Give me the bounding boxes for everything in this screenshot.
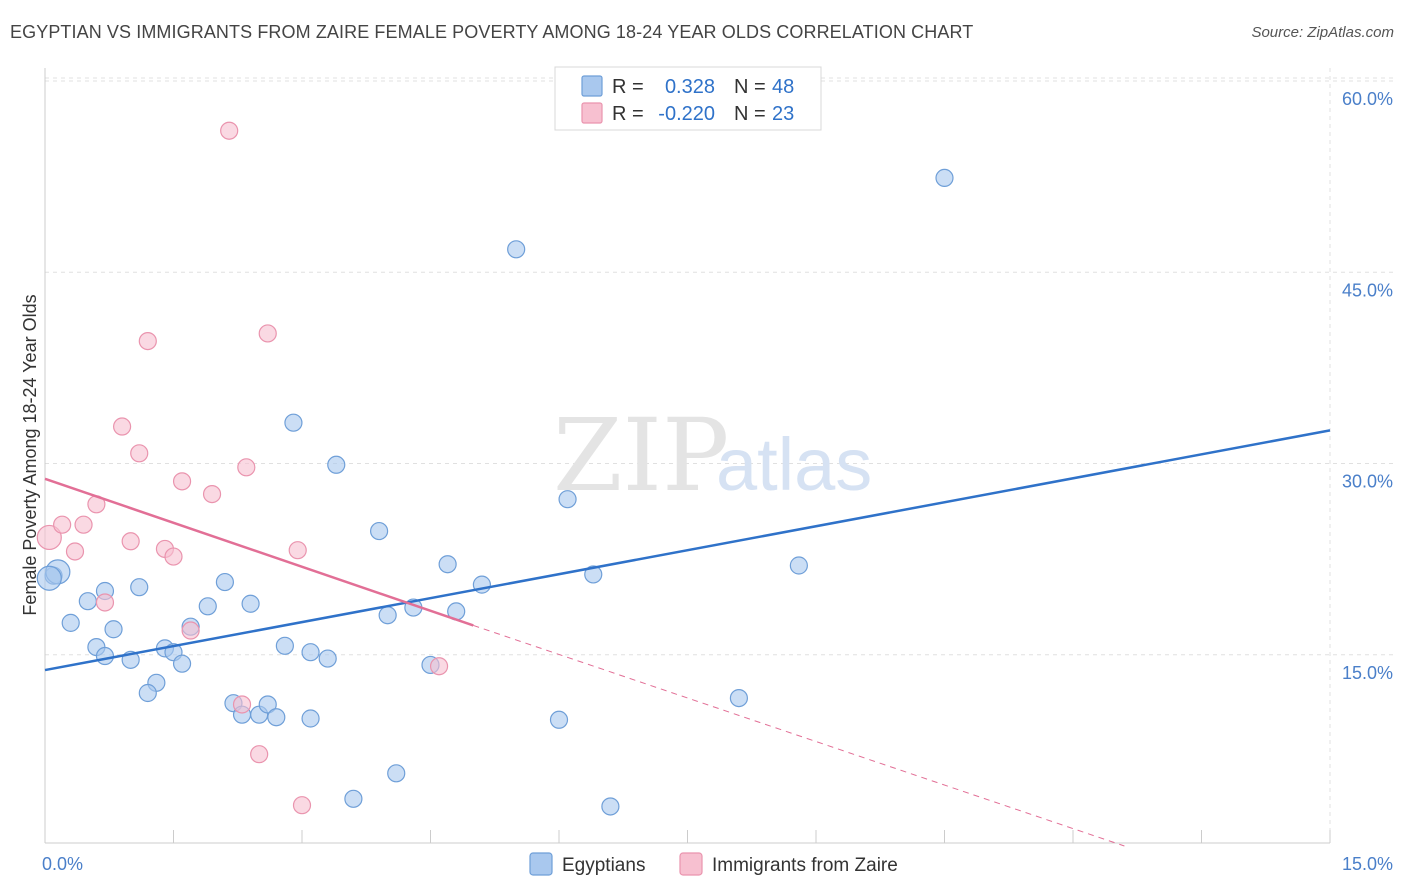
y-axis-title: Female Poverty Among 18-24 Year Olds xyxy=(20,294,40,615)
egyptians-point-42 xyxy=(601,797,620,816)
egyptians-point-45 xyxy=(935,168,954,187)
legend-n-label-1: N = xyxy=(734,103,766,125)
zaire-point-0 xyxy=(36,524,62,551)
series-legend-swatch-zaire xyxy=(679,852,703,876)
egyptians-point-38 xyxy=(507,240,526,259)
x-tick-label-min: 0.0% xyxy=(42,854,83,874)
legend-r-label-0: R = xyxy=(612,76,644,98)
egyptians-point-3 xyxy=(61,613,80,632)
egyptians-point-30 xyxy=(370,521,389,541)
zaire-point-20 xyxy=(288,541,307,560)
egyptians-point-31 xyxy=(378,606,397,625)
egyptians-point-2 xyxy=(78,592,97,611)
watermark-zip: ZIP xyxy=(553,397,729,514)
legend-n-value-1: 23 xyxy=(772,103,794,125)
x-tick-labels: 0.0% 15.0% xyxy=(42,854,1393,874)
zaire-point-14 xyxy=(202,485,222,504)
zaire-point-18 xyxy=(250,745,269,764)
egyptians-point-35 xyxy=(438,555,457,574)
axes xyxy=(44,68,1331,844)
watermark: ZIP atlas xyxy=(553,397,872,514)
legend-swatch-egyptians xyxy=(581,75,603,97)
zaire-point-5 xyxy=(95,593,115,612)
zaire-point-12 xyxy=(172,472,192,491)
egyptians-point-19 xyxy=(241,594,260,613)
egyptians-point-21 xyxy=(258,695,277,714)
zaire-point-19 xyxy=(258,324,277,343)
egyptians-point-6 xyxy=(95,646,115,666)
y-tick-label-60: 60.0% xyxy=(1342,89,1393,109)
zaire-point-22 xyxy=(429,657,449,676)
egyptians-point-41 xyxy=(584,565,603,584)
zaire-point-3 xyxy=(74,515,93,534)
legend-n-label-0: N = xyxy=(734,76,766,98)
zaire-point-6 xyxy=(112,417,132,436)
legend-r-label-1: R = xyxy=(612,103,644,125)
series-legend-label-egyptians: Egyptians xyxy=(562,855,645,876)
egyptians-point-16 xyxy=(215,572,234,592)
egyptians-point-29 xyxy=(344,789,363,808)
zaire-point-17 xyxy=(237,458,256,477)
egyptians-point-10 xyxy=(138,683,157,703)
chart-title: EGYPTIAN VS IMMIGRANTS FROM ZAIRE FEMALE… xyxy=(10,22,974,42)
egyptians-point-4 xyxy=(104,620,123,639)
egyptians-point-13 xyxy=(172,654,192,673)
egyptians-point-47 xyxy=(36,565,62,591)
x-tick-label-max: 15.0% xyxy=(1342,854,1393,874)
legend-r-value-1: -0.220 xyxy=(658,103,715,125)
egyptians-point-25 xyxy=(301,709,320,728)
zaire-point-13 xyxy=(181,621,200,640)
trendline-1 xyxy=(44,477,474,627)
zaire-point-8 xyxy=(130,444,149,463)
correlation-legend: R = 0.328 N = 48 R = -0.220 N = 23 xyxy=(554,66,822,131)
y-tick-label-15: 15.0% xyxy=(1342,663,1393,683)
egyptians-point-40 xyxy=(558,490,577,509)
trendline-0 xyxy=(44,429,1331,672)
egyptians-point-15 xyxy=(198,597,217,616)
egyptians-point-28 xyxy=(327,455,346,474)
series-legend-label-zaire: Immigrants from Zaire xyxy=(712,855,898,876)
series-legend: Egyptians Immigrants from Zaire xyxy=(529,852,898,876)
zaire-point-9 xyxy=(138,332,157,351)
egyptians-point-23 xyxy=(275,636,294,655)
egyptians-point-44 xyxy=(789,556,808,575)
series-legend-swatch-egyptians xyxy=(529,852,553,876)
y-tick-label-45: 45.0% xyxy=(1342,280,1393,300)
egyptians-point-32 xyxy=(387,764,406,783)
legend-r-value-0: 0.328 xyxy=(665,76,715,98)
zaire-point-7 xyxy=(121,532,140,551)
legend-swatch-zaire xyxy=(581,102,603,124)
trendline-2 xyxy=(473,624,1125,847)
egyptians-point-8 xyxy=(130,578,149,597)
trendlines xyxy=(44,429,1331,847)
zaire-point-2 xyxy=(65,542,85,561)
egyptians-point-24 xyxy=(284,413,303,432)
legend-n-value-0: 48 xyxy=(772,76,794,98)
watermark-atlas: atlas xyxy=(716,423,872,506)
egyptians-point-26 xyxy=(301,643,320,662)
zaire-point-1 xyxy=(53,515,72,534)
y-tick-labels: 15.0% 30.0% 45.0% 60.0% xyxy=(1342,89,1393,683)
zaire-point-11 xyxy=(164,547,183,566)
zaire-point-21 xyxy=(292,796,312,815)
zaire-point-16 xyxy=(232,695,252,714)
egyptians-point-22 xyxy=(267,708,286,727)
egyptians-point-39 xyxy=(549,710,569,729)
source-label: Source: ZipAtlas.com xyxy=(1251,24,1394,41)
egyptians-point-27 xyxy=(318,649,337,668)
y-tick-label-30: 30.0% xyxy=(1342,472,1393,492)
egyptians-point-43 xyxy=(729,688,749,708)
zaire-point-15 xyxy=(220,121,239,140)
